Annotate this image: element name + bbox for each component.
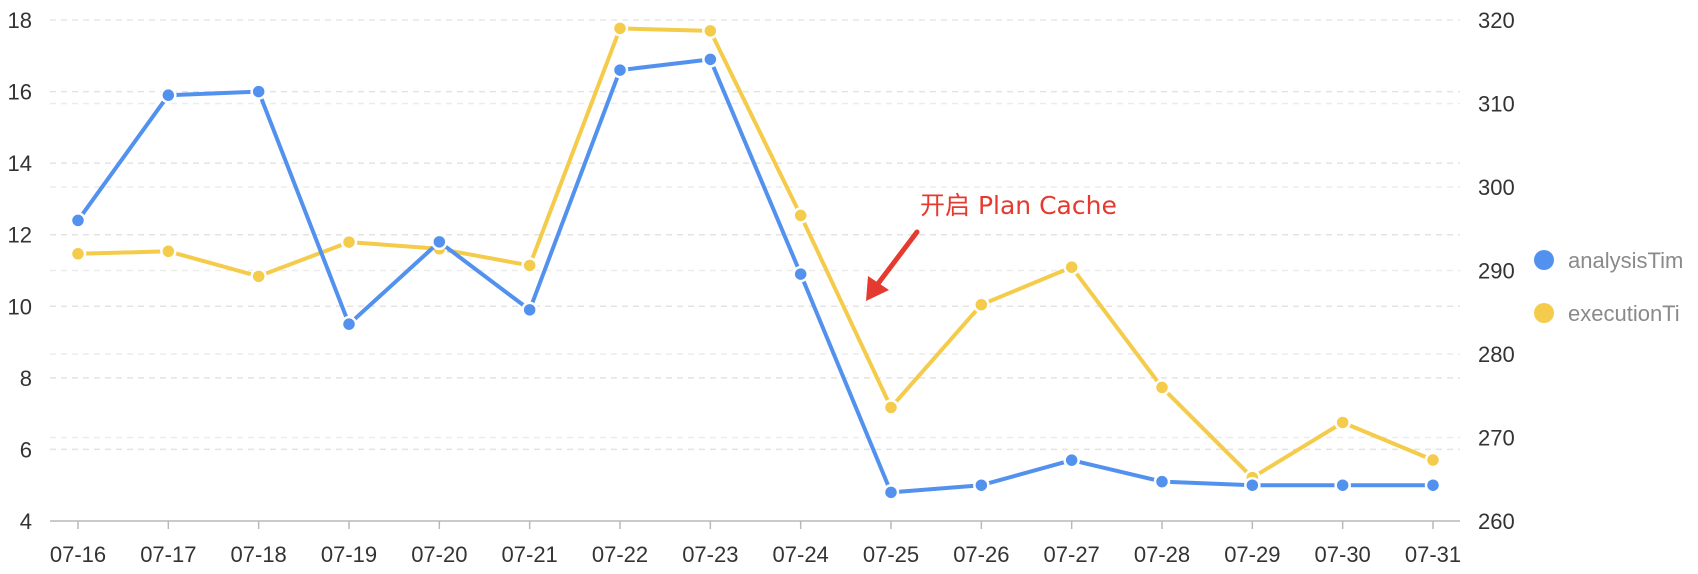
y-right-tick-label: 270 [1478, 426, 1515, 451]
data-point-analysisTim [1424, 476, 1442, 494]
data-point-executionTi [521, 257, 538, 274]
legend-label-analysisTim: analysisTim [1568, 248, 1683, 273]
data-point-executionTi [160, 243, 177, 260]
data-point-analysisTim [160, 86, 177, 104]
data-point-analysisTim [1244, 476, 1261, 494]
legend-label-executionTi: executionTi [1568, 301, 1680, 326]
x-tick-label: 07-26 [953, 542, 1009, 567]
data-point-analysisTim [431, 233, 448, 251]
data-point-analysisTim [250, 83, 267, 100]
x-tick-label: 07-17 [140, 542, 196, 567]
annotation-arrowhead-icon [866, 276, 889, 301]
x-tick-label: 07-22 [592, 542, 648, 567]
data-point-executionTi [973, 296, 990, 313]
data-point-executionTi [340, 233, 358, 251]
data-point-executionTi [1424, 451, 1442, 469]
x-tick-label: 07-29 [1224, 542, 1280, 567]
y-left-tick-label: 12 [8, 223, 32, 248]
y-left-tick-label: 4 [20, 509, 32, 534]
x-tick-label: 07-27 [1044, 542, 1100, 567]
axes: 4 6 8 10 12 14 16 18 260 270 280 290 300 310 320 07-16 0… [8, 8, 1515, 567]
x-tick-label: 07-25 [863, 542, 919, 567]
data-point-analysisTim [1153, 473, 1171, 490]
x-tick-label: 07-19 [321, 542, 377, 567]
data-point-executionTi [1063, 258, 1080, 276]
data-point-analysisTim [611, 61, 629, 79]
legend-marker-analysisTim [1534, 250, 1554, 270]
x-tick-label: 07-30 [1315, 542, 1371, 567]
legend: analysisTim executionTi [1534, 248, 1683, 326]
y-left-tick-label: 16 [8, 80, 32, 105]
series-line-analysisTim [76, 57, 1435, 495]
data-point-analysisTim [702, 51, 719, 68]
y-right-tick-label: 280 [1478, 342, 1515, 367]
data-point-executionTi [250, 268, 267, 285]
x-tick-label: 07-28 [1134, 542, 1190, 567]
annotation-arrow-icon [874, 229, 920, 288]
annotation: 开启 Plan Cache [866, 191, 1117, 301]
series-line-executionTi [76, 26, 1435, 480]
legend-marker-executionTi [1534, 303, 1554, 323]
y-left-tick-label: 6 [20, 437, 32, 462]
y-right-tick-label: 300 [1478, 175, 1515, 200]
data-point-executionTi [69, 245, 87, 263]
data-point-analysisTim [882, 484, 900, 501]
x-tick-label: 07-23 [682, 542, 738, 567]
x-tick-label: 07-18 [231, 542, 287, 567]
y-left-tick-label: 8 [20, 366, 32, 391]
x-tick-label: 07-21 [502, 542, 558, 567]
y-right-tick-label: 290 [1478, 259, 1515, 284]
data-point-executionTi [1334, 414, 1351, 431]
data-point-executionTi [611, 20, 629, 37]
data-point-analysisTim [973, 476, 990, 494]
data-point-executionTi [702, 22, 719, 40]
data-point-analysisTim [521, 301, 538, 319]
data-point-analysisTim [69, 212, 87, 229]
y-left-tick-label: 14 [8, 151, 32, 176]
y-right-tick-label: 260 [1478, 509, 1515, 534]
x-tick-label: 07-24 [773, 542, 829, 567]
data-point-analysisTim [1063, 451, 1080, 469]
data-point-executionTi [1153, 379, 1171, 396]
data-point-analysisTim [340, 315, 358, 333]
y-left-tick-label: 10 [8, 294, 32, 319]
data-point-executionTi [792, 207, 809, 224]
series-layer [69, 20, 1442, 501]
y-right-tick-label: 310 [1478, 92, 1515, 117]
annotation-label: 开启 Plan Cache [920, 191, 1117, 220]
data-point-analysisTim [1334, 476, 1351, 494]
y-right-tick-label: 320 [1478, 8, 1515, 33]
data-point-analysisTim [792, 265, 809, 283]
x-tick-label: 07-20 [411, 542, 467, 567]
y-left-tick-label: 18 [8, 8, 32, 33]
x-tick-label: 07-16 [50, 542, 106, 567]
x-tick-label: 07-31 [1405, 542, 1461, 567]
data-point-executionTi [882, 399, 900, 416]
